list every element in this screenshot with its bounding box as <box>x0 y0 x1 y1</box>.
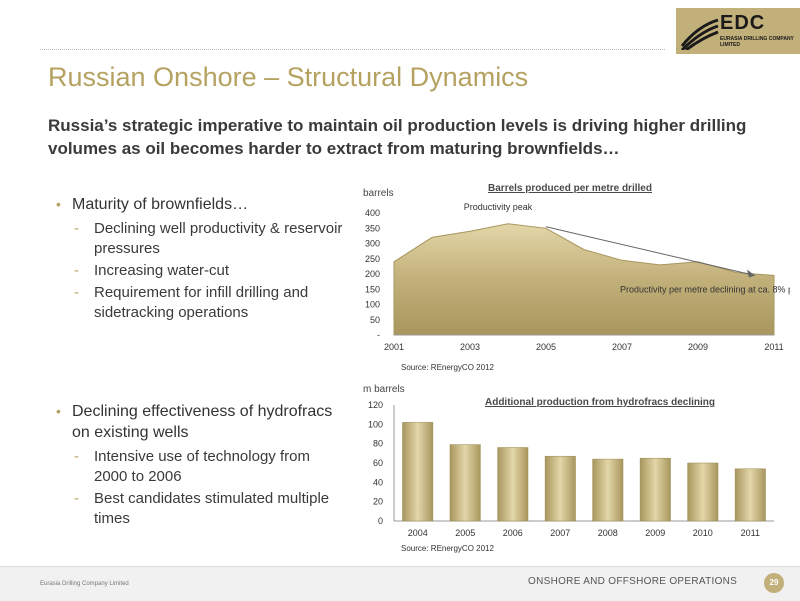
y-tick-label: 40 <box>373 477 383 487</box>
footer-section: ONSHORE AND OFFSHORE OPERATIONS <box>528 576 738 587</box>
dash-icon: - <box>74 448 79 465</box>
y-tick-label: 120 <box>368 400 383 410</box>
y-tick-label: 80 <box>373 439 383 449</box>
header-divider <box>40 49 665 50</box>
bar-chart-title: Additional production from hydrofracs de… <box>485 397 715 408</box>
sub-bullet-text: Intensive use of technology from 2000 to… <box>94 448 310 485</box>
x-tick-label: 2008 <box>598 528 618 538</box>
sub-bullet-list: - Declining well productivity & reservoir… <box>74 219 346 323</box>
x-tick-label: 2010 <box>693 528 713 538</box>
decline-annotation: Productivity per metre declining at ca. … <box>620 284 790 294</box>
x-tick-label: 2009 <box>688 342 708 352</box>
bullet-dot-icon: • <box>56 196 61 212</box>
bar <box>639 457 671 522</box>
bullet-label: Maturity of brownfields… <box>72 196 249 213</box>
y-tick-label: 0 <box>378 516 383 526</box>
trend-arrow-line <box>545 226 756 277</box>
trend-arrow-icon <box>747 269 755 278</box>
x-tick-label: 2011 <box>764 342 783 352</box>
y-tick-label: - <box>377 330 380 340</box>
x-tick-label: 2005 <box>455 528 475 538</box>
logo-swoosh-icon <box>680 18 719 50</box>
sub-bullet-item: - Intensive use of technology from 2000 t… <box>74 447 346 487</box>
y-tick-label: 60 <box>373 458 383 468</box>
y-tick-label: 400 <box>365 208 380 218</box>
sub-bullet-text: Declining well productivity & reservoir … <box>94 220 343 257</box>
x-tick-label: 2009 <box>645 528 665 538</box>
bullet-group-hydrofracs: • Declining effectiveness of hydrofracs … <box>56 401 346 531</box>
bullet-item: • Declining effectiveness of hydrofracs … <box>56 401 346 443</box>
logo-subtitle: EURASIA DRILLING COMPANY LIMITED <box>720 36 794 48</box>
bar <box>592 458 624 522</box>
x-tick-label: 2001 <box>384 342 404 352</box>
bar <box>734 468 766 522</box>
bar <box>544 455 576 522</box>
area-series <box>393 223 775 336</box>
y-tick-label: 200 <box>365 269 380 279</box>
y-tick-label: 100 <box>365 300 380 310</box>
y-tick-label: 50 <box>370 315 380 325</box>
peak-annotation: Productivity peak <box>464 202 533 212</box>
bullet-label: Declining effectiveness of hydrofracs on… <box>72 403 333 441</box>
bar-chart-source: Source: REnergyCO 2012 <box>401 544 494 553</box>
sub-bullet-text: Requirement for infill drilling and side… <box>94 284 309 321</box>
dash-icon: - <box>74 284 79 301</box>
x-tick-label: 2011 <box>741 528 760 538</box>
sub-bullet-list: - Intensive use of technology from 2000 t… <box>74 447 346 529</box>
x-tick-label: 2003 <box>460 342 480 352</box>
bar <box>402 422 434 522</box>
x-tick-label: 2007 <box>612 342 632 352</box>
bar <box>687 462 719 522</box>
page-number: 29 <box>764 573 784 593</box>
sub-bullet-item: - Declining well productivity & reservoir… <box>74 219 346 259</box>
logo-wordmark: EDC <box>720 12 766 34</box>
y-tick-label: 20 <box>373 497 383 507</box>
footer-company: Eurasia Drilling Company Limited <box>40 581 129 587</box>
sub-bullet-text: Best candidates stimulated multiple time… <box>94 490 330 527</box>
sub-bullet-item: - Best candidates stimulated multiple tim… <box>74 489 346 529</box>
bar-chart: 0 20 40 60 80 100 120 2004 2005 2006 2007 2008 2009 2… <box>368 397 774 538</box>
bar <box>449 444 481 522</box>
area-chart-title: Barrels produced per metre drilled <box>488 183 652 194</box>
slide-subtitle: Russia’s strategic imperative to maintai… <box>48 116 747 158</box>
sub-bullet-item: - Increasing water-cut <box>74 261 346 281</box>
y-tick-label: 350 <box>365 223 380 233</box>
x-tick-label: 2007 <box>550 528 570 538</box>
bullet-dot-icon: • <box>56 403 61 419</box>
dash-icon: - <box>74 490 79 507</box>
x-tick-label: 2006 <box>503 528 523 538</box>
company-logo: EDC EURASIA DRILLING COMPANY LIMITED <box>676 8 800 54</box>
area-chart-unit-label: barrels <box>363 188 394 199</box>
footer: Eurasia Drilling Company Limited ONSHORE… <box>0 566 800 601</box>
x-tick-label: 2005 <box>536 342 556 352</box>
y-tick-label: 300 <box>365 239 380 249</box>
sub-bullet-item: - Requirement for infill drilling and sid… <box>74 283 346 323</box>
y-tick-label: 250 <box>365 254 380 264</box>
bullet-group-brownfields: • Maturity of brownfields… - Declining we… <box>56 194 346 325</box>
dash-icon: - <box>74 220 79 237</box>
area-chart: Barrels produced per metre drilled - 50 100… <box>365 183 790 352</box>
dash-icon: - <box>74 262 79 279</box>
y-tick-label: 100 <box>368 419 383 429</box>
bar-chart-unit-label: m barrels <box>363 384 405 395</box>
sub-bullet-text: Increasing water-cut <box>94 262 230 279</box>
x-tick-label: 2004 <box>408 528 428 538</box>
y-tick-label: 150 <box>365 284 380 294</box>
bar <box>497 447 529 522</box>
slide-title: Russian Onshore – Structural Dynamics <box>48 62 529 92</box>
area-chart-source: Source: REnergyCO 2012 <box>401 363 494 372</box>
bullet-item: • Maturity of brownfields… <box>56 194 346 215</box>
